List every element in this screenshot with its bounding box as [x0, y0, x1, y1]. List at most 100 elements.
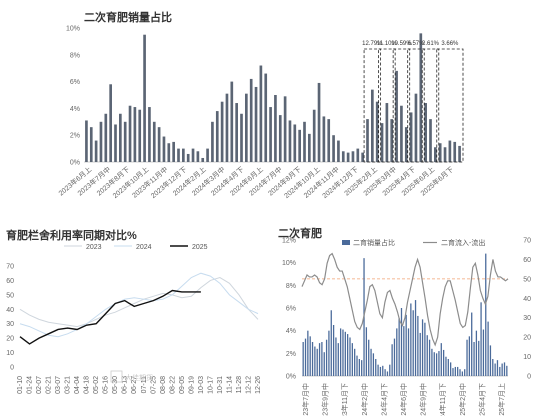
chart-1-title: 二次育肥销量占比	[84, 12, 172, 24]
bar	[417, 315, 419, 376]
annotation-box	[436, 48, 464, 163]
legend-label: 二育销量占比	[353, 238, 395, 247]
bar	[312, 109, 316, 162]
bar	[412, 310, 414, 376]
x-tick-label: 02-21	[46, 376, 53, 394]
bar	[499, 366, 501, 376]
x-tick-label: 10-31	[217, 376, 224, 394]
y-tick-label: 0	[10, 365, 14, 372]
bar	[225, 93, 229, 162]
x-tick-label: 02-07	[36, 376, 43, 394]
bar	[424, 103, 427, 162]
bar	[220, 101, 224, 162]
annotation-box	[363, 48, 382, 163]
bar	[332, 135, 335, 162]
bar	[482, 329, 485, 376]
bar	[361, 152, 364, 162]
bar	[323, 352, 325, 376]
bar	[371, 89, 374, 162]
bar	[148, 107, 151, 162]
bar	[302, 342, 304, 376]
bar	[503, 362, 506, 376]
bar	[386, 371, 389, 376]
series-line-2024	[19, 272, 259, 338]
bar	[487, 321, 489, 376]
x-tick-label: 2024年6月中	[399, 383, 408, 416]
bar	[259, 65, 263, 162]
bar	[356, 148, 360, 162]
bar	[283, 96, 287, 162]
x-tick-label: 2025年7月上	[497, 383, 506, 416]
bar	[494, 363, 496, 376]
bar	[182, 148, 185, 162]
y-right-tick-label: 10	[523, 354, 531, 361]
chart-3-svg: 0% 2% 4% 6% 8% 10% 12% 0 10 20 30 40 50 60 70 二育销量占比 二育流…	[282, 238, 531, 416]
bar	[393, 338, 396, 376]
bar	[304, 338, 307, 376]
bar	[94, 140, 98, 162]
bar	[327, 119, 331, 162]
bar	[85, 120, 88, 162]
x-tick-label: 10-17	[207, 376, 214, 394]
bar	[372, 353, 375, 376]
y-right-tick-label: 20	[523, 335, 531, 342]
bar	[403, 326, 405, 376]
bar	[389, 364, 391, 376]
y-right-tick-label: 0	[527, 374, 531, 381]
x-tick-label: 2024年9月中	[419, 383, 428, 416]
bar	[162, 136, 166, 162]
bar	[321, 342, 323, 376]
bar	[288, 120, 292, 162]
x-tick-label: 11-14	[226, 376, 233, 393]
bar	[454, 366, 456, 376]
bar	[466, 339, 468, 376]
bar	[478, 340, 480, 376]
bar	[471, 312, 473, 376]
x-tick-label: 03-07	[55, 376, 62, 394]
x-tick-label: 2024年2月中	[360, 383, 369, 416]
annotation-box	[421, 48, 440, 163]
x-tick-label: 2023年9月中	[321, 383, 330, 416]
x-tick-label: 2024年4月下	[379, 383, 388, 416]
bar	[317, 82, 321, 162]
y-left-tick-label: 12%	[282, 238, 296, 245]
x-tick-label: 01-10	[17, 376, 24, 394]
bar	[89, 127, 93, 162]
y-right-tick-label: 70	[523, 238, 531, 245]
bar	[480, 302, 482, 376]
bar	[492, 359, 494, 376]
bar	[339, 328, 342, 376]
bar	[435, 353, 438, 376]
bar	[358, 359, 360, 376]
bar	[391, 344, 393, 376]
bar	[109, 84, 112, 162]
bar	[344, 331, 346, 376]
y-right-tick-label: 30	[523, 315, 531, 322]
y-right-tick-label: 40	[523, 296, 531, 303]
bar	[468, 336, 471, 376]
bar	[349, 337, 351, 376]
bar	[240, 113, 243, 162]
bar	[99, 121, 103, 162]
bar	[405, 314, 407, 376]
bar	[473, 342, 475, 376]
bar	[293, 124, 297, 162]
bar	[337, 343, 339, 376]
legend-label: 2023	[86, 244, 102, 251]
chart-sales-share: 二次育肥销量占比 0% 2% 4% 6% 8% 10% 12.79% 11.10% 10.59%…	[56, 12, 464, 200]
x-tick-label: 12-12	[245, 376, 252, 394]
bar	[191, 148, 195, 162]
bar	[356, 355, 358, 376]
bar	[379, 366, 382, 376]
bar	[452, 368, 454, 376]
bar	[404, 127, 408, 162]
bar	[123, 121, 127, 162]
x-tick-label: 01-24	[27, 376, 34, 394]
legend-label: 2025	[192, 244, 208, 251]
x-tick-label: 10-03	[198, 376, 205, 394]
bar	[341, 151, 345, 162]
x-tick-label: 11-28	[236, 376, 243, 393]
bar	[400, 308, 403, 376]
bar	[351, 343, 353, 376]
bar	[445, 356, 447, 376]
